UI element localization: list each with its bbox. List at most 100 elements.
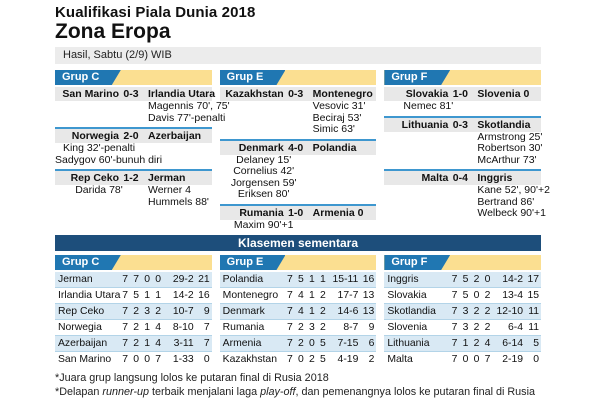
stat-drawn: 0 (144, 354, 151, 365)
match-score: 1-2 (123, 172, 139, 184)
stat-played: 7 (122, 354, 129, 365)
match: Denmark 4-0 Polandia Delaney 15' Corneli… (219, 138, 377, 201)
results-group-column: Grup E Kazakhstan 0-3 Montenegro Vesovic… (219, 70, 377, 232)
stat-drawn: 1 (308, 306, 315, 317)
stat-won: 5 (133, 290, 140, 301)
stat-played: 7 (122, 338, 129, 349)
away-scorers (143, 143, 212, 155)
standings-row: San Marino 7 0 0 7 1-33 0 (55, 352, 212, 367)
team-name: Denmark (222, 306, 265, 317)
scorer-lines: Vesovic 31' Beciraj 53' Simic 63' (220, 100, 377, 136)
team-name: Skotlandia (387, 306, 436, 317)
home-team: Kazakhstan (225, 88, 284, 100)
match: San Marino 0-3 Irlandia Utara Magennis 7… (55, 87, 230, 125)
stat-won: 0 (462, 354, 469, 365)
home-team: Rep Ceko (70, 172, 119, 184)
home-scorers: Sadygov 60'-bunuh diri (55, 153, 163, 166)
footnote-2-pre: *Delapan (55, 385, 103, 398)
match: Malta 0-4 Inggris Kane 52', 90'+2 Bertra… (384, 169, 550, 220)
stat-won: 1 (462, 338, 469, 349)
scorer-line: Magennis 70', 75' (55, 100, 230, 113)
team-name: Inggris (387, 274, 419, 285)
team-name: San Marino (58, 354, 112, 365)
match: Kazakhstan 0-3 Montenegro Vesovic 31' Be… (219, 87, 377, 136)
stat-goals: 3-11 (173, 338, 194, 349)
team-name: Jerman (58, 274, 93, 285)
home-scorers (55, 113, 143, 125)
team-name: Rep Ceko (58, 306, 105, 317)
standings-rows: Inggris 7 5 2 0 14-2 17 Slovakia 7 5 0 2… (384, 272, 542, 367)
stat-points: 5 (533, 338, 540, 349)
stat-played: 7 (451, 274, 458, 285)
home-team: Malta (421, 172, 449, 184)
stat-lost: 5 (319, 338, 326, 349)
stat-lost: 2 (319, 322, 326, 333)
away-scorers (308, 178, 377, 190)
scorer-lines: Maxim 90'+1 (220, 219, 377, 232)
stat-lost: 2 (319, 290, 326, 301)
standings-row: Jerman 7 7 0 0 29-2 21 (55, 272, 212, 288)
scorer-line: Hummels 88' (55, 196, 212, 209)
team-name: Norwegia (58, 322, 102, 333)
footnote-2-italic-1: runner-up (102, 385, 150, 398)
stat-played: 7 (286, 274, 293, 285)
stat-drawn: 2 (473, 338, 480, 349)
scorer-line: Eriksen 80' (220, 188, 377, 201)
stat-lost: 1 (319, 274, 326, 285)
home-scorers (384, 132, 472, 144)
match-header: San Marino 0-3 Irlandia Utara (55, 87, 216, 101)
stat-won: 2 (297, 322, 304, 333)
team-name: Slovenia (387, 322, 428, 333)
stat-played: 7 (451, 338, 458, 349)
home-team: Rumania (239, 206, 284, 219)
home-team: Lithuania (401, 118, 449, 131)
stat-drawn: 1 (144, 322, 151, 333)
away-scorers: Magennis 70', 75' (148, 100, 230, 112)
home-scorers: Jorgensen 59' (230, 176, 297, 189)
stat-won: 5 (462, 290, 469, 301)
scorer-line: Sadygov 60'-bunuh diri (55, 153, 212, 167)
stat-goals: 14-6 (337, 306, 359, 317)
stat-points: 0 (203, 354, 210, 365)
footnote-1: *Juara grup langsung lolos ke putaran fi… (55, 372, 329, 384)
scorer-lines: Magennis 70', 75' Davis 77'-penalti (55, 100, 230, 125)
home-scorers: Darida 78' (75, 184, 123, 196)
away-team: Slovenia 0 (477, 88, 530, 100)
stat-goals: 6-14 (502, 338, 524, 349)
scorer-line: Maxim 90'+1 (220, 219, 377, 232)
group-banner-label: Grup F (384, 255, 450, 270)
standings-row: Polandia 7 5 1 1 15-11 16 (219, 272, 377, 288)
stat-played: 7 (451, 306, 458, 317)
home-scorers (220, 124, 308, 136)
home-team: Norwegia (71, 130, 119, 142)
stat-lost: 0 (155, 274, 162, 285)
away-scorers: Werner 4 (148, 184, 191, 196)
away-team: Irlandia Utara (148, 88, 216, 100)
away-scorers: Davis 77'-penalti (148, 111, 226, 124)
stat-won: 3 (462, 322, 469, 333)
team-name: Montenegro (222, 290, 279, 301)
stat-points: 7 (203, 322, 210, 333)
stat-drawn: 1 (308, 290, 315, 301)
standings-row: Inggris 7 5 2 0 14-2 17 (384, 272, 542, 288)
stat-drawn: 1 (144, 338, 151, 349)
match-score: 0-3 (452, 118, 468, 131)
match-score: 0-4 (452, 172, 468, 184)
scorer-line: McArthur 73' (384, 154, 541, 167)
scorer-lines: Nemec 81' (384, 100, 541, 113)
stat-points: 7 (203, 338, 210, 349)
match: Norwegia 2-0 Azerbaijan King 32'-penalti… (55, 127, 212, 166)
stat-drawn: 0 (308, 338, 315, 349)
team-name: Armenia (222, 338, 262, 349)
away-team: Jerman (148, 172, 186, 184)
stat-goals: 8-7 (343, 322, 359, 333)
stat-won: 7 (133, 274, 140, 285)
stat-played: 7 (451, 290, 458, 301)
stat-points: 6 (368, 338, 375, 349)
scorer-line: King 32'-penalti (55, 142, 212, 155)
group-banner: Grup F (384, 255, 542, 270)
away-team: Azerbaijan (148, 130, 202, 142)
match-score: 1-0 (452, 88, 468, 100)
stat-points: 11 (528, 322, 540, 333)
stat-won: 2 (133, 306, 140, 317)
